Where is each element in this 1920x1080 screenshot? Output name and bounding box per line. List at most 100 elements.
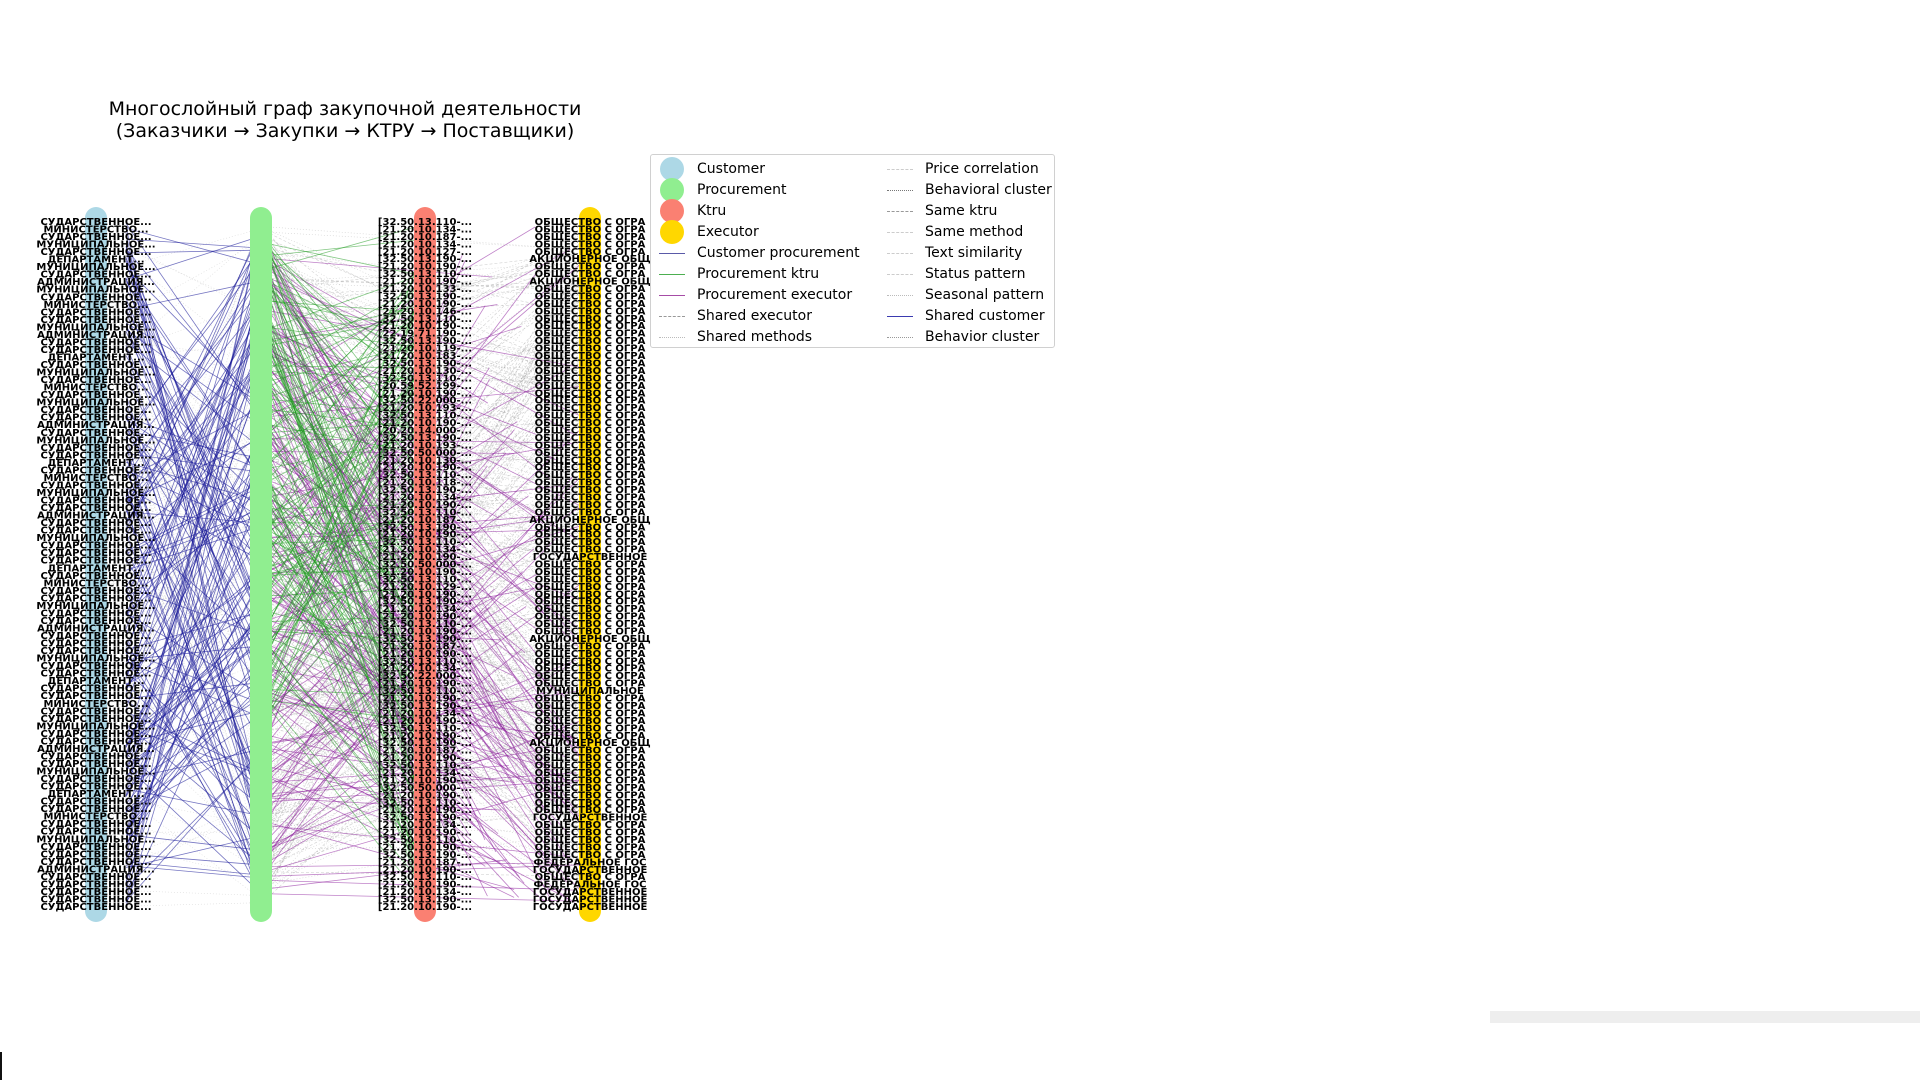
ktru-node-label: [32.50.13.110-... xyxy=(378,269,472,280)
executor-node-label: ОБЩЕСТВО С ОГРА xyxy=(535,448,646,459)
similarity-edge xyxy=(95,344,262,358)
ktru-node-label: [21.20.10.190-... xyxy=(378,500,472,511)
customer-node-label: СУДАРСТВЕННОЕ... xyxy=(40,548,151,559)
customer-node-label: СУДАРСТВЕННОЕ... xyxy=(40,413,151,424)
legend-label: Behavior cluster xyxy=(925,329,1040,345)
similarity-edge xyxy=(260,237,591,814)
similarity-edge xyxy=(260,556,591,730)
customer-procurement-edge xyxy=(125,571,262,760)
customer-procurement-edge xyxy=(125,614,262,778)
customer-node-label: ДЕПАРТАМЕНТ... xyxy=(47,255,144,266)
customer-procurement-edge xyxy=(125,406,262,480)
ktru-node-label: [20.20.14.000-... xyxy=(378,425,472,436)
legend-marker xyxy=(883,285,917,305)
customer-procurement-edge xyxy=(125,586,262,636)
ktru-node-label: [32.50.13.190-... xyxy=(378,254,472,265)
customer-procurement-edge xyxy=(125,754,262,889)
ktru-node-label: [21.20.10.190-... xyxy=(378,262,472,273)
customer-node-label: СУДАРСТВЕННОЕ... xyxy=(40,729,151,740)
procurement-ktru-edge xyxy=(260,550,426,746)
customer-procurement-edge xyxy=(125,355,262,579)
horizontal-scrollbar[interactable] xyxy=(1490,1011,1920,1023)
customer-procurement-edge xyxy=(125,861,262,876)
procurement-ktru-edge xyxy=(260,364,426,568)
similarity-edge xyxy=(260,351,591,807)
executor-node-label: АКЦИОНЕРНОЕ ОБЩ xyxy=(529,515,650,526)
customer-node-label: СУДАРСТВЕННОЕ... xyxy=(40,639,151,650)
similarity-edge xyxy=(95,429,262,528)
executor-node-label: ОБЩЕСТВО С ОГРА xyxy=(535,485,646,496)
executor-node-label: АКЦИОНЕРНОЕ ОБЩ xyxy=(529,254,650,265)
similarity-edge xyxy=(95,365,262,787)
ktru-node-label: [32.50.13.190-... xyxy=(378,358,472,369)
customer-node-label: СУДАРСТВЕННОЕ... xyxy=(40,774,151,785)
customer-node-label: СУДАРСТВЕННОЕ... xyxy=(40,360,151,371)
ktru-node-label: [21.20.10.190-... xyxy=(378,567,472,578)
executor-node-label: ГОСУДАРСТВЕННОЕ xyxy=(533,865,648,876)
legend-label: Seasonal pattern xyxy=(925,287,1045,303)
executor-node-label: ОБЩЕСТВО С ОГРА xyxy=(535,746,646,757)
executor-node-label: ОБЩЕСТВО С ОГРА xyxy=(535,373,646,384)
customer-node-label: МИНИСТЕРСТВО... xyxy=(43,473,148,484)
customer-procurement-edge xyxy=(125,611,262,651)
ktru-node-label: [32.50.13.110-... xyxy=(378,686,472,697)
customer-procurement-edge xyxy=(125,430,262,459)
customer-node-label: МУНИЦИПАЛЬНОЕ... xyxy=(36,322,155,333)
customer-procurement-edge xyxy=(125,515,262,796)
customer-node-label: МИНИСТЕРСТВО... xyxy=(43,300,148,311)
executor-node-label: ОБЩЕСТВО С ОГРА xyxy=(535,396,646,407)
procurement-ktru-edge xyxy=(260,536,426,879)
procurement-ktru-edge xyxy=(260,280,426,381)
ktru-labels: [32.50.13.110-...[21.20.10.134-...[21.20… xyxy=(378,217,472,913)
graph-title-line-1: Многослойный граф закупочной деятельност… xyxy=(108,98,582,120)
similarity-edge xyxy=(95,627,262,639)
ktru-node-label: [21.20.10.118-... xyxy=(378,478,472,489)
similarity-edge xyxy=(95,290,262,769)
similarity-edge xyxy=(95,889,262,896)
similarity-edge xyxy=(95,503,262,745)
customer-procurement-edge xyxy=(125,303,262,469)
executor-node-label: ОБЩЕСТВО С ОГРА xyxy=(535,463,646,474)
customer-node-label: СУДАРСТВЕННОЕ... xyxy=(40,669,151,680)
executor-node-label: ОБЩЕСТВО С ОГРА xyxy=(535,284,646,295)
customer-procurement-edge xyxy=(125,235,262,280)
customer-procurement-edge xyxy=(125,561,262,797)
customer-node-label: СУДАРСТВЕННОЕ... xyxy=(40,428,151,439)
executor-node-label: ОБЩЕСТВО С ОГРА xyxy=(535,478,646,489)
customer-procurement-edge xyxy=(125,632,262,805)
executor-node-label: ОБЩЕСТВО С ОГРА xyxy=(535,425,646,436)
customer-node-label: СУДАРСТВЕННОЕ... xyxy=(40,541,151,552)
customer-procurement-edge xyxy=(125,288,262,540)
customer-node-label: МУНИЦИПАЛЬНОЕ... xyxy=(36,435,155,446)
procurement-ktru-edge xyxy=(260,507,426,591)
executor-node-label: ОБЩЕСТВО С ОГРА xyxy=(535,366,646,377)
legend-label: Shared executor xyxy=(697,308,812,324)
customer-node-label: МУНИЦИПАЛЬНОЕ... xyxy=(36,488,155,499)
similarity-edge xyxy=(95,309,262,461)
executor-node-label: ОБЩЕСТВО С ОГРА xyxy=(535,500,646,511)
similarity-edge xyxy=(95,554,262,848)
ktru-node-label: [21.20.10.193-... xyxy=(378,440,472,451)
similarity-edge xyxy=(260,463,591,798)
legend-marker xyxy=(883,201,917,221)
similarity-edge xyxy=(260,320,591,656)
ktru-node-label: [21.20.10.190-... xyxy=(378,277,472,288)
customer-procurement-edge xyxy=(125,340,262,892)
procurement-ktru-edge xyxy=(260,517,426,709)
executor-node-label: ОБЩЕСТВО С ОГРА xyxy=(535,574,646,585)
similarity-edge xyxy=(95,292,262,718)
ktru-node-label: [32.50.13.110-... xyxy=(378,373,472,384)
customer-node-label: СУДАРСТВЕННОЕ... xyxy=(40,782,151,793)
procurement-ktru-edge xyxy=(260,277,426,359)
procurement-ktru-edge xyxy=(260,346,426,666)
procurement-ktru-edge xyxy=(260,276,426,477)
executor-node-label: ОБЩЕСТВО С ОГРА xyxy=(535,761,646,772)
executor-node-label: ОБЩЕСТВО С ОГРА xyxy=(535,537,646,548)
procurement-ktru-edge xyxy=(260,322,426,576)
customer-procurement-edge xyxy=(125,723,262,839)
similarity-edge xyxy=(95,700,262,709)
ktru-node-label: [21.20.10.190-... xyxy=(378,753,472,764)
similarity-edge xyxy=(95,479,262,624)
executor-node-label: ОБЩЕСТВО С ОГРА xyxy=(535,418,646,429)
